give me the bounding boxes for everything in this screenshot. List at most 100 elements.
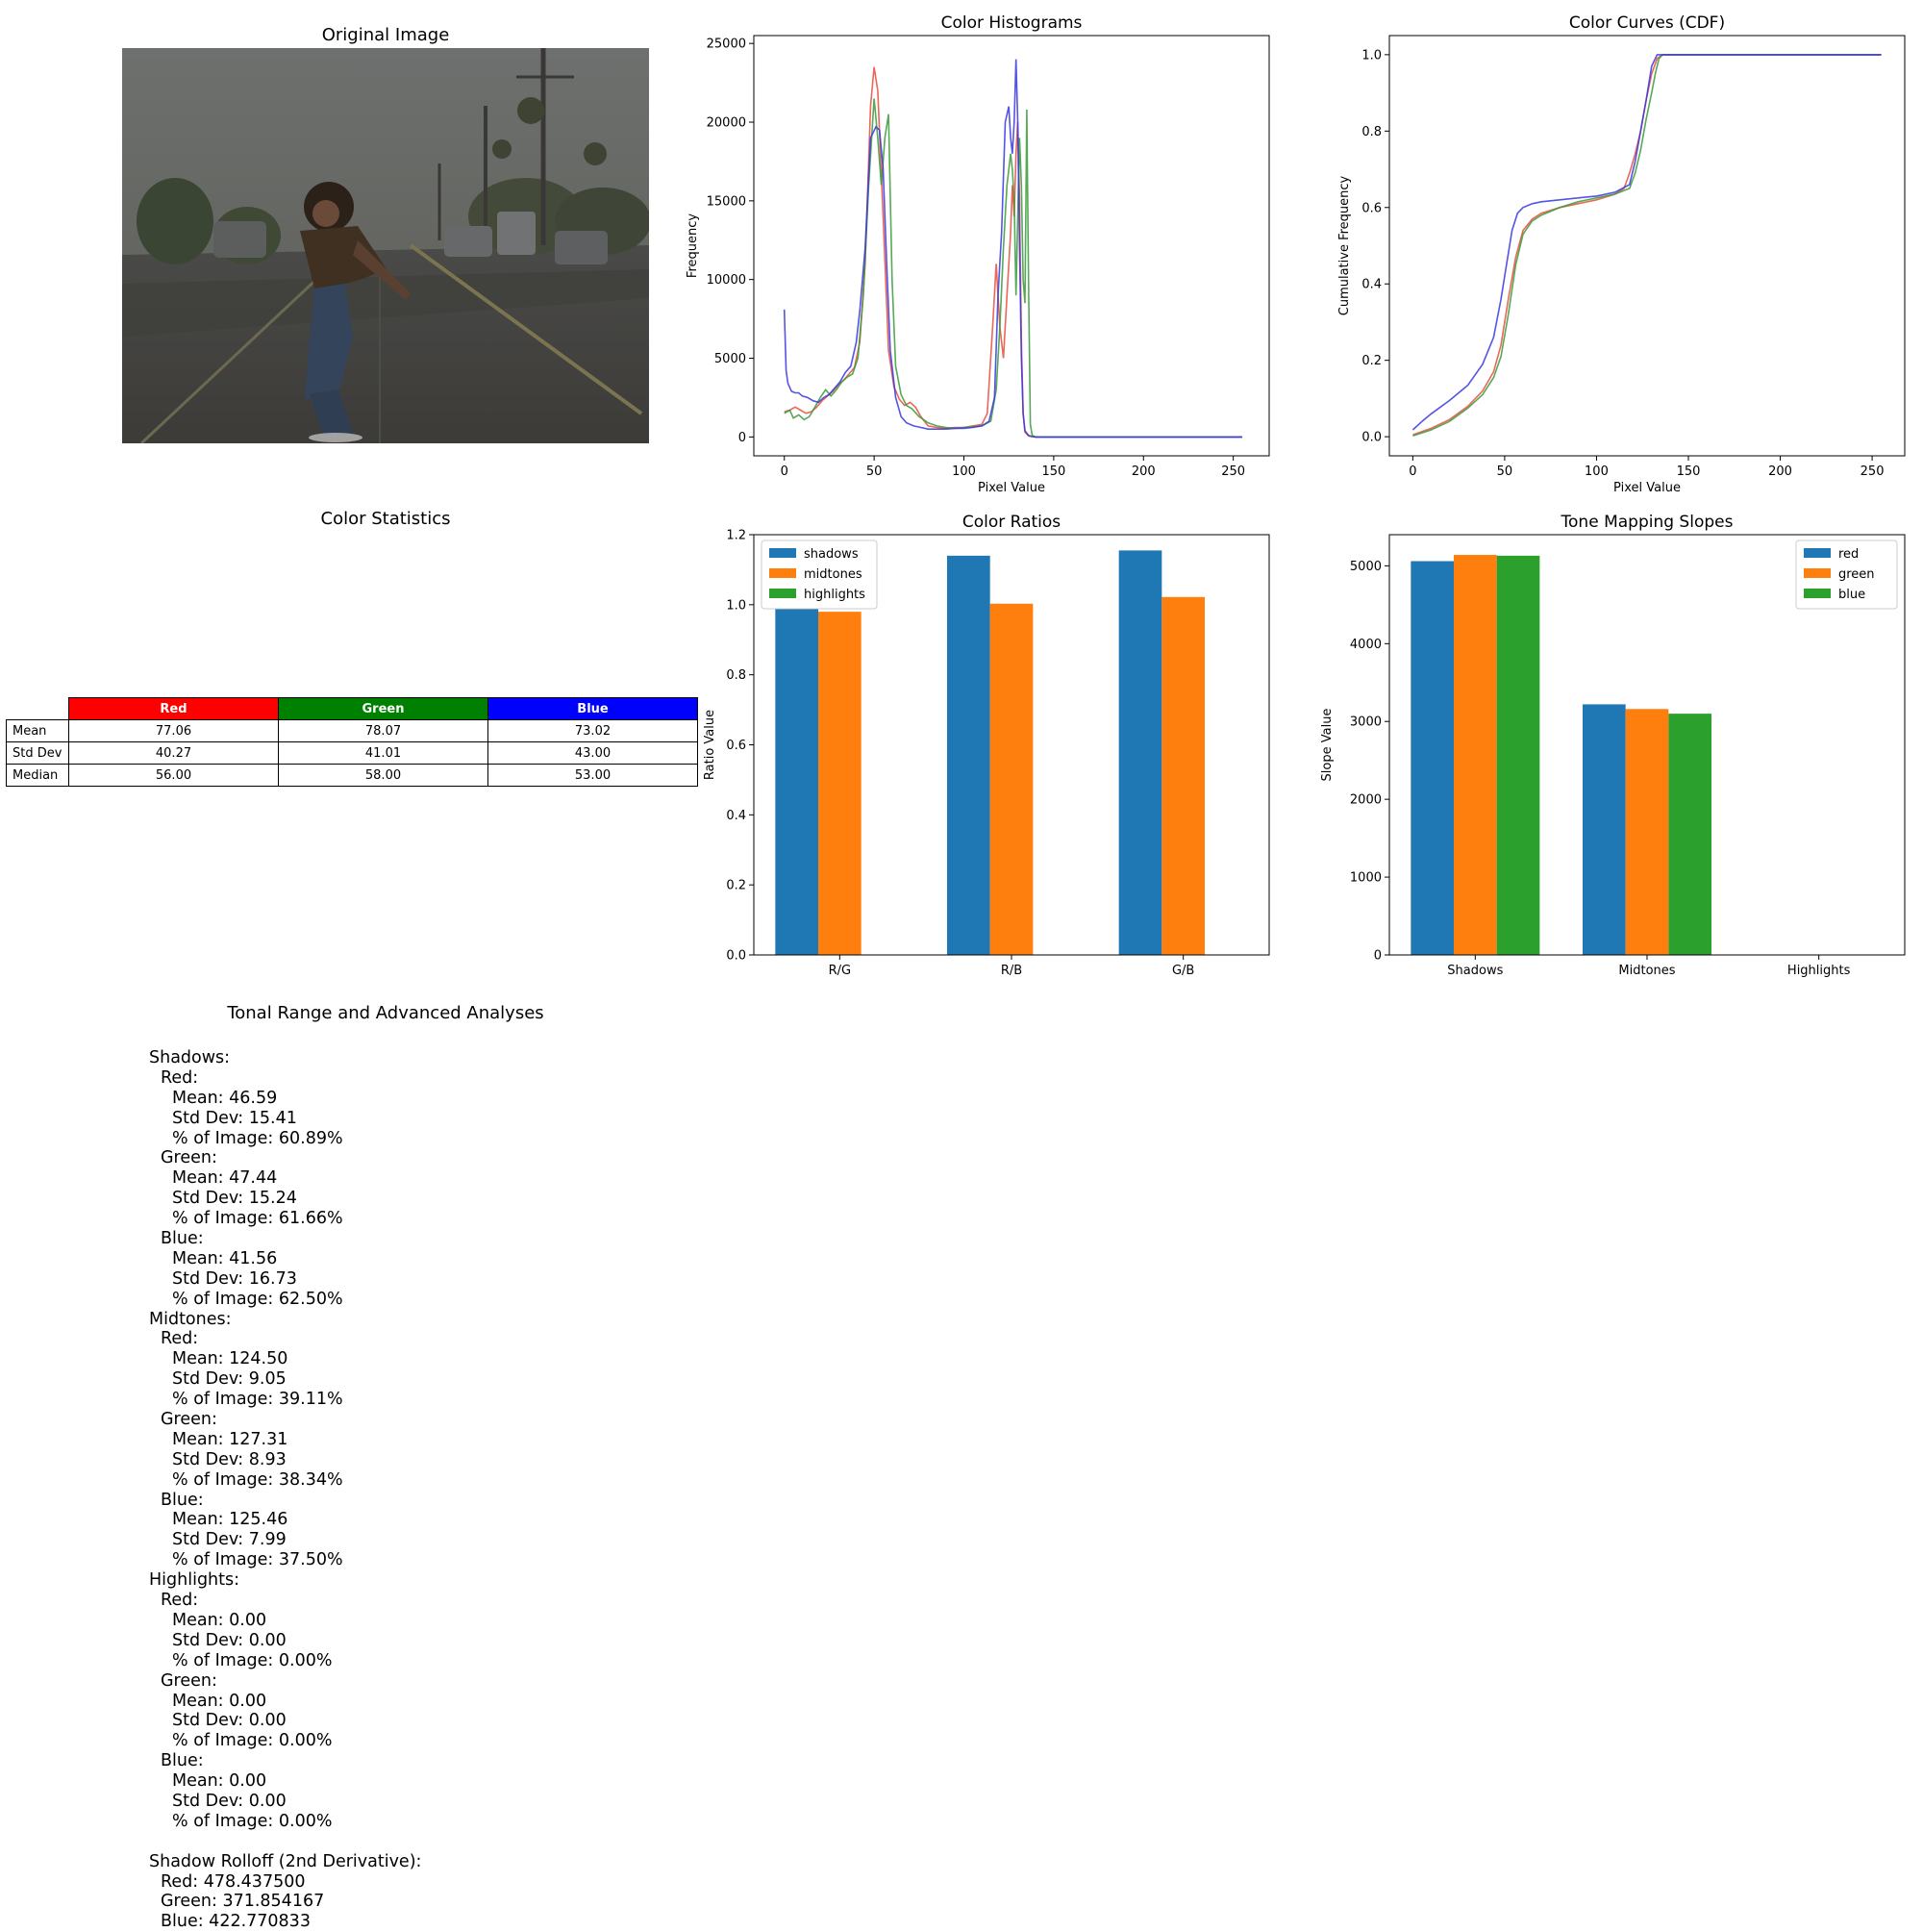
tonal-text-line: Midtones:: [149, 1309, 232, 1329]
tonal-text-line: Green:: [161, 1410, 217, 1430]
y-tick-label: 0.8: [1361, 125, 1382, 139]
tonal-text-line: % of Image: 60.89%: [172, 1128, 343, 1148]
tone-mapping-slopes-chart: Tone Mapping Slopes 0 1000 2000 3000 4000 5000…: [1320, 513, 1906, 978]
red-bar: [1583, 704, 1626, 955]
color-curves-cdf-chart: Color Curves (CDF) 0.0 0.2 0.4 0.6 0.8 1.0 Cumu…: [1337, 13, 1906, 495]
x-tick-label: Shadows: [1447, 964, 1503, 978]
plot-frame: [1388, 534, 1906, 956]
y-tick-label: 2000: [1350, 793, 1382, 808]
blue-bar: [1496, 555, 1540, 955]
color-ratios-chart: Color Ratios 0.0 0.2 0.4 0.6 0.8 1.0 1.2 Ratio V…: [703, 513, 1270, 978]
x-tick-label: 150: [1041, 464, 1065, 479]
x-tick-label: 200: [1768, 464, 1792, 479]
tonal-text-line: Highlights:: [149, 1570, 240, 1591]
x-tick-label: 0: [781, 464, 788, 479]
x-axis-label: Pixel Value: [978, 481, 1045, 495]
stats-cell: 56.00: [68, 764, 279, 787]
y-tick-label: 20000: [707, 116, 746, 131]
stats-cell: 78.07: [278, 719, 488, 742]
stats-row-label: Mean: [6, 719, 69, 742]
original-image-title: Original Image: [321, 25, 450, 45]
tonal-text-line: Red:: [161, 1329, 199, 1349]
midtones-bar: [818, 612, 862, 955]
tonal-text-line: Mean: 0.00: [172, 1610, 267, 1630]
stats-header-green: Green: [278, 697, 488, 720]
stats-row-median: Median 56.00 58.00 53.00: [6, 764, 698, 787]
y-tick-label: 1.0: [726, 598, 746, 613]
legend-label: shadows: [804, 547, 859, 562]
legend-swatch: [769, 548, 796, 558]
tonal-text-line: Std Dev: 0.00: [172, 1711, 287, 1731]
legend-label: blue: [1838, 588, 1865, 602]
tonal-text-line: Shadows:: [149, 1048, 231, 1067]
x-tick-label: 250: [1861, 464, 1885, 479]
legend-swatch: [769, 568, 796, 578]
red-series-line: [1412, 54, 1882, 436]
green-bar: [1454, 555, 1497, 955]
blue-series-line: [1411, 54, 1882, 431]
tonal-text-line: Std Dev: 15.24: [172, 1189, 297, 1209]
tonal-text-line: Blue: 422.770833: [161, 1912, 311, 1932]
plot-frame: [1388, 35, 1906, 457]
color-histograms-chart: Color Histograms050001000015000200002500…: [686, 13, 1270, 495]
y-tick-label: 0.2: [726, 879, 746, 893]
tonal-range-text: Shadows: Red: Mean: 46.59 Std Dev: 15.41% o…: [149, 1048, 421, 1932]
legend-label: green: [1838, 567, 1875, 582]
tonal-text-line: % of Image: 0.00%: [172, 1731, 333, 1751]
stats-row-mean: Mean 77.06 78.07 73.02: [6, 719, 698, 742]
shadows-bar: [947, 555, 990, 955]
tonal-text-line: Green:: [161, 1670, 217, 1691]
y-tick-label: 4000: [1350, 638, 1382, 652]
y-tick-label: 1.2: [726, 529, 746, 543]
y-tick-label: 10000: [707, 273, 746, 288]
stats-row-std-dev: Std Dev 40.27 41.01 43.00: [6, 741, 698, 765]
tonal-text-line: Red:: [161, 1067, 199, 1088]
y-tick-label: 0: [738, 431, 746, 445]
y-tick-label: 0: [1374, 949, 1382, 964]
legend-swatch: [1804, 589, 1831, 598]
stats-row-label: Std Dev: [6, 741, 69, 765]
tonal-text-line: Green:: [161, 1148, 217, 1168]
plot-frame: [753, 534, 1270, 956]
red-bar: [1411, 561, 1454, 955]
tonal-text-line: % of Image: 0.00%: [172, 1650, 333, 1670]
tonal-text-line: % of Image: 0.00%: [172, 1811, 333, 1831]
green-series-line: [784, 98, 1242, 439]
chart-title: Color Ratios: [962, 513, 1061, 532]
midtones-bar: [1161, 596, 1205, 955]
x-tick-label: R/B: [1001, 964, 1022, 978]
tonal-text-line: Std Dev: 16.73: [172, 1268, 297, 1289]
y-tick-label: 0.4: [726, 809, 746, 823]
x-tick-label: 100: [1585, 464, 1609, 479]
chart-title: Color Curves (CDF): [1569, 13, 1725, 33]
x-tick-label: 150: [1677, 464, 1701, 479]
x-tick-label: 0: [1409, 464, 1416, 479]
chart-title: Color Histograms: [941, 13, 1083, 33]
x-tick-label: 50: [1497, 464, 1513, 479]
tonal-text-line: Std Dev: 7.99: [172, 1530, 287, 1550]
tonal-text-line: Std Dev: 0.00: [172, 1630, 287, 1650]
y-tick-label: 25000: [707, 38, 746, 52]
y-tick-label: 0.6: [726, 739, 746, 753]
tonal-text-line: Mean: 0.00: [172, 1691, 267, 1711]
legend-swatch: [1804, 548, 1831, 558]
tonal-text-line: Mean: 125.46: [172, 1510, 288, 1530]
y-tick-label: 5000: [714, 352, 746, 366]
y-tick-label: 1000: [1350, 871, 1382, 886]
shadows-bar: [775, 608, 818, 955]
y-tick-label: 0.2: [1361, 354, 1382, 368]
stats-header-red: Red: [68, 697, 279, 720]
legend-label: red: [1838, 547, 1859, 562]
original-image: [122, 48, 649, 443]
x-tick-label: 50: [866, 464, 883, 479]
tonal-text-line: % of Image: 38.34%: [172, 1469, 343, 1490]
tonal-text-line: Mean: 47.44: [172, 1168, 278, 1189]
stats-cell: 43.00: [487, 741, 698, 765]
blue-series-line: [783, 59, 1242, 439]
color-statistics-title: Color Statistics: [320, 509, 451, 529]
stats-cell: 58.00: [278, 764, 488, 787]
stats-row-label: Median: [6, 764, 69, 787]
y-tick-label: 0.6: [1361, 201, 1382, 215]
red-series-line: [784, 66, 1242, 439]
legend-label: midtones: [804, 567, 862, 582]
